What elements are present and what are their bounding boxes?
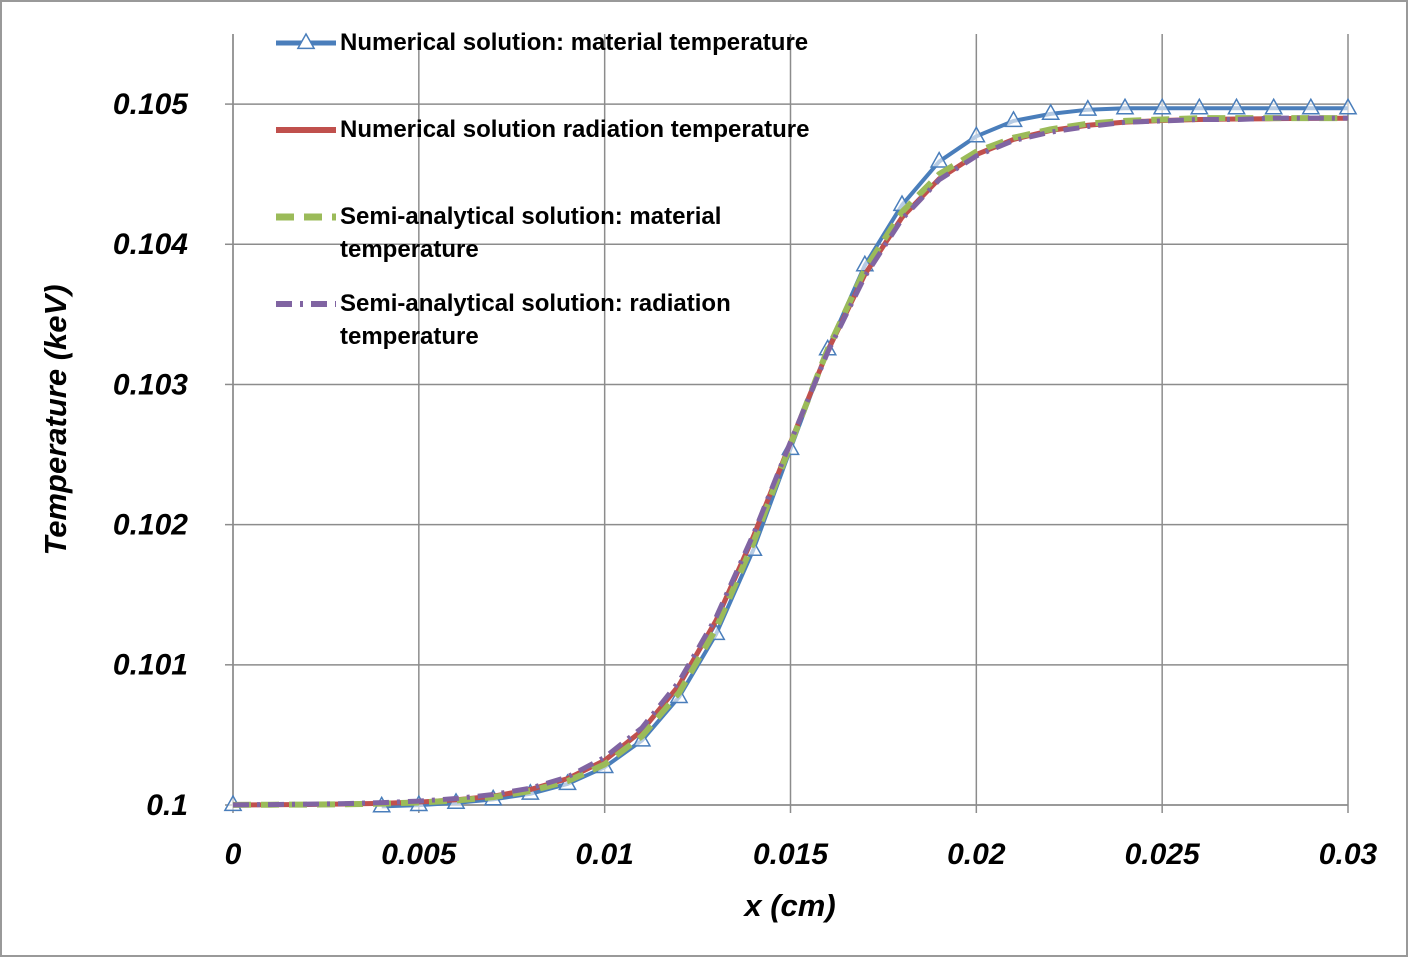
legend-entry: Numerical solution radiation temperature bbox=[272, 113, 855, 200]
legend-marker bbox=[296, 32, 316, 50]
x-tick-label: 0.03 bbox=[1319, 838, 1378, 871]
legend-entry: Numerical solution: material temperature bbox=[272, 26, 855, 113]
legend-label: Numerical solution: material temperature bbox=[340, 29, 809, 56]
x-tick-label: 0.015 bbox=[753, 838, 829, 871]
y-tick-label: 0.105 bbox=[113, 88, 189, 121]
point-marker bbox=[1004, 110, 1023, 128]
x-tick-label: 0.025 bbox=[1125, 838, 1201, 871]
point-marker bbox=[1301, 97, 1321, 115]
y-tick-label: 0.104 bbox=[113, 228, 188, 261]
legend: Numerical solution: material temperature… bbox=[272, 26, 855, 374]
legend-label: Numerical solution radiation temperature bbox=[340, 116, 810, 143]
legend-swatch bbox=[276, 32, 336, 50]
series-line bbox=[232, 115, 1348, 808]
point-marker bbox=[1338, 97, 1358, 115]
point-marker bbox=[1227, 97, 1246, 115]
legend-entry: Semi-analytical solution: radiation temp… bbox=[272, 287, 855, 374]
x-axis-title: x (cm) bbox=[742, 888, 835, 923]
legend-entry: Semi-analytical solution: material tempe… bbox=[272, 200, 855, 287]
x-tick-label: 0 bbox=[225, 838, 242, 871]
point-marker bbox=[1078, 99, 1098, 116]
y-tick-label: 0.101 bbox=[113, 649, 188, 682]
point-marker bbox=[1189, 97, 1209, 115]
y-tick-label: 0.1 bbox=[146, 789, 188, 822]
y-tick-label: 0.102 bbox=[113, 509, 188, 542]
x-tick-label: 0.02 bbox=[947, 838, 1006, 871]
legend-swatch bbox=[276, 301, 336, 307]
point-marker bbox=[1041, 103, 1061, 121]
x-tick-label: 0.005 bbox=[381, 838, 457, 871]
legend-label: Semi-analytical solution: material tempe… bbox=[340, 203, 722, 263]
y-tick-label: 0.103 bbox=[113, 368, 188, 401]
legend-swatch bbox=[276, 213, 336, 221]
point-marker bbox=[1264, 97, 1284, 115]
point-marker bbox=[1115, 97, 1135, 115]
y-axis-title: Temperature (keV) bbox=[38, 284, 73, 555]
point-marker bbox=[929, 151, 949, 168]
point-marker bbox=[1152, 97, 1172, 115]
legend-swatch bbox=[276, 127, 336, 133]
point-marker bbox=[966, 125, 986, 143]
x-tick-label: 0.01 bbox=[575, 838, 633, 871]
legend-label: Semi-analytical solution: radiation temp… bbox=[340, 290, 731, 350]
